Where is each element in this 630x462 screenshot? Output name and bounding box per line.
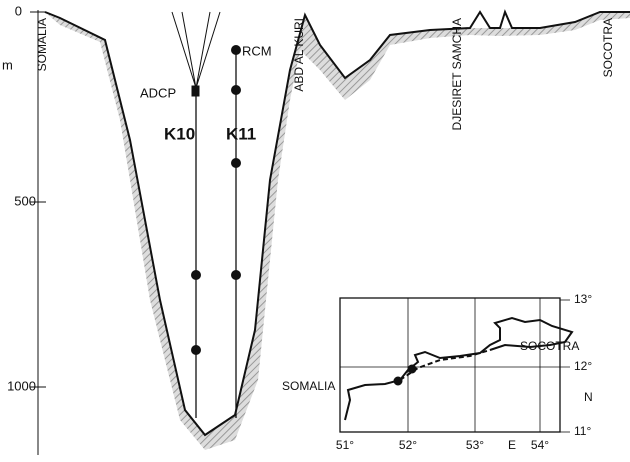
- place-label: ABD AL KURI: [292, 18, 306, 92]
- place-label: DJESIRET SAMCHA: [450, 18, 464, 130]
- n-label: N: [584, 390, 593, 404]
- mooring: [172, 12, 241, 418]
- lat-label: 11°: [574, 424, 591, 438]
- mooring-name: K10: [164, 124, 195, 143]
- lon-label: 52°: [399, 438, 417, 452]
- place-label: SOCOTRA: [601, 18, 615, 77]
- lat-label: 12°: [574, 359, 592, 373]
- depth-unit: m: [2, 57, 13, 72]
- diagram: m 0 500 1000 ADCP RCM K10 K11 SOMALIA AB…: [0, 0, 630, 462]
- instrument-label: ADCP: [140, 85, 176, 100]
- inset-place: SOCOTRA: [520, 339, 579, 353]
- instrument-label: RCM: [242, 43, 272, 58]
- lat-label: 13°: [574, 292, 592, 306]
- mooring-name: K11: [226, 124, 256, 143]
- lon-label: 54°: [531, 438, 549, 452]
- inset-place: SOMALIA: [282, 379, 335, 393]
- depth-tick-label: 0: [15, 3, 22, 18]
- e-label: E: [508, 438, 516, 452]
- depth-tick-label: 500: [14, 193, 36, 208]
- depth-tick-label: 1000: [7, 378, 36, 393]
- inset-frame: [340, 298, 560, 432]
- lon-label: 53°: [466, 438, 484, 452]
- lon-label: 51°: [336, 438, 354, 452]
- place-label: SOMALIA: [35, 18, 49, 71]
